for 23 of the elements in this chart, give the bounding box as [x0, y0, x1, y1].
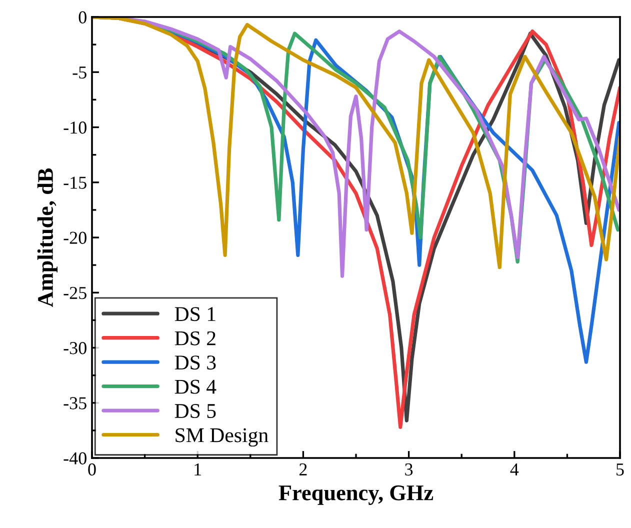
x-tick-label: 5 [616, 464, 624, 476]
y-tick-label: -35 [64, 397, 86, 410]
y-tick-label: -20 [64, 232, 86, 244]
y-tick-label: -10 [64, 122, 86, 134]
y-tick-label: -30 [64, 342, 86, 354]
legend-label: DS 4 [174, 380, 216, 394]
x-tick-label: 4 [510, 464, 519, 476]
legend-label: SM Design [176, 428, 268, 447]
y-tick-label: -25 [64, 286, 86, 300]
y-tick-label: -15 [64, 176, 86, 189]
legend-label: DS 5 [174, 404, 216, 418]
legend-label: DS 1 [174, 307, 216, 322]
legend-label: DS 2 [174, 331, 216, 346]
x-tick-label: 0 [88, 463, 96, 476]
legend-label: DS 3 [174, 356, 216, 370]
x-tick-label: 2 [299, 463, 307, 476]
x-tick-label: 3 [405, 463, 413, 476]
y-axis-title: Amplitude, dB [37, 168, 58, 308]
x-tick-label: 1 [194, 463, 202, 476]
y-tick-label: 0 [78, 11, 86, 24]
x-axis-title: Frequency, GHz [278, 485, 434, 505]
y-tick-label: -5 [72, 66, 86, 79]
y-tick-label: -40 [64, 452, 86, 464]
